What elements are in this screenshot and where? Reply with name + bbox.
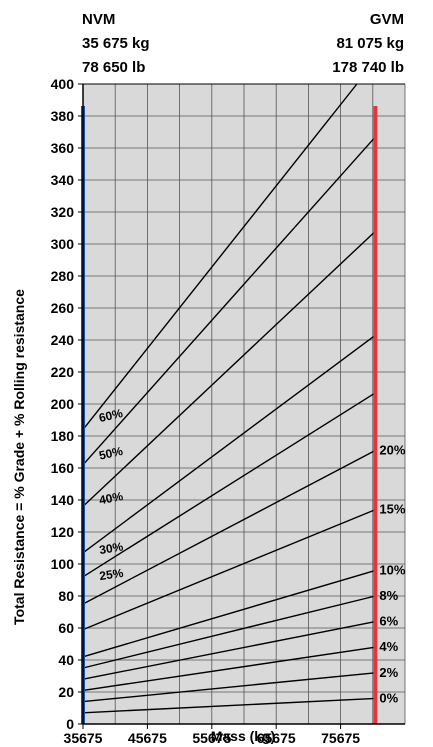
- x-tick-label: 45675: [128, 730, 167, 746]
- series-label-50pct: 50%: [98, 444, 125, 463]
- series-label-60pct: 60%: [98, 406, 125, 425]
- x-tick-label: 55675: [192, 730, 231, 746]
- y-tick-label: 240: [51, 332, 75, 348]
- series-line-15pct: [82, 508, 376, 631]
- series-label-30pct: 30%: [98, 539, 124, 557]
- y-tick-label: 340: [51, 172, 75, 188]
- y-tick-label: 120: [51, 524, 75, 540]
- nvm-kg: 35 675 kg: [82, 35, 150, 52]
- series-label-2pct: 2%: [379, 665, 398, 680]
- y-tick-label: 180: [51, 428, 75, 444]
- y-axis-title: Total Resistance = % Grade + % Rolling r…: [11, 289, 27, 625]
- series-line-10pct: [82, 569, 376, 658]
- gvm-title: GVM: [370, 11, 404, 28]
- series-line-30pct: [82, 334, 376, 554]
- series-line-2pct: [82, 672, 376, 703]
- series-label-25pct: 25%: [98, 566, 124, 583]
- series-line-60pct: [82, 83, 358, 431]
- y-tick-label: 380: [51, 108, 75, 124]
- y-tick-label: 360: [51, 140, 75, 156]
- y-tick-label: 200: [51, 396, 75, 412]
- y-tick-label: 20: [58, 684, 74, 700]
- series-line-50pct: [82, 136, 376, 466]
- series-line-6pct: [82, 620, 376, 680]
- series-line-8pct: [82, 595, 376, 669]
- gvm-lb: 178 740 lb: [332, 59, 404, 76]
- gvm-kg: 81 075 kg: [336, 35, 404, 52]
- x-axis-title: Mass (kg): [211, 728, 276, 744]
- y-tick-label: 400: [51, 76, 75, 92]
- series-label-4pct: 4%: [379, 639, 398, 654]
- series-labels: 0% 2% 4% 6% 8% 10% 15% 20% 25% 30% 40% 50% 60%: [98, 406, 406, 705]
- series-label-15pct: 15%: [379, 502, 405, 517]
- y-tick-label: 0: [66, 716, 74, 732]
- series-line-4pct: [82, 646, 376, 692]
- nvm-title: NVM: [82, 11, 115, 28]
- series-line-20pct: [82, 449, 376, 605]
- y-tick-label: 320: [51, 204, 75, 220]
- series-line-0pct: [82, 697, 376, 714]
- nvm-lb: 78 650 lb: [82, 59, 145, 76]
- series-line-40pct: [82, 230, 376, 507]
- x-tick-label: 65675: [257, 730, 296, 746]
- series-line-25pct: [82, 392, 376, 578]
- y-tick-label: 220: [51, 364, 75, 380]
- y-tick-label: 300: [51, 236, 75, 252]
- series-label-0pct: 0%: [379, 690, 398, 705]
- x-tick-label: 75675: [321, 730, 360, 746]
- y-tick-label: 280: [51, 268, 75, 284]
- y-tick-label: 260: [51, 300, 75, 316]
- y-tick-label: 100: [51, 556, 75, 572]
- y-tick-label: 80: [58, 588, 74, 604]
- series-lines: [82, 83, 376, 714]
- axis-ticks: 0 20 40 60 80 100 120 140 160 180 200 220 240 260 280 3…: [51, 76, 405, 746]
- series-label-20pct: 20%: [379, 442, 405, 457]
- y-tick-label: 160: [51, 460, 75, 476]
- series-label-6pct: 6%: [379, 614, 398, 629]
- series-label-40pct: 40%: [98, 489, 125, 507]
- y-tick-label: 40: [58, 652, 74, 668]
- y-tick-label: 60: [58, 620, 74, 636]
- x-tick-label: 35675: [64, 730, 103, 746]
- y-tick-label: 140: [51, 492, 75, 508]
- series-label-10pct: 10%: [379, 562, 405, 577]
- series-label-8pct: 8%: [379, 588, 398, 603]
